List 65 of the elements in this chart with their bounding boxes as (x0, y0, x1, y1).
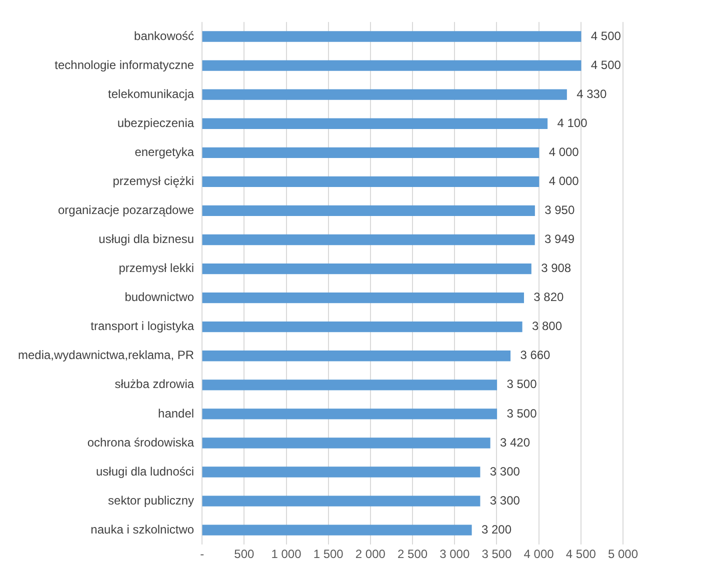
y-tick-label: bankowość (134, 28, 194, 43)
bar (202, 524, 472, 536)
bar (202, 147, 540, 158)
x-tick-label: 2 000 (355, 547, 386, 562)
bar (202, 205, 535, 216)
data-label: 4 000 (548, 144, 580, 159)
data-label: 3 300 (490, 464, 520, 478)
bar (202, 466, 480, 478)
data-label: 3 949 (544, 232, 575, 246)
bar (202, 234, 535, 246)
bar (202, 438, 490, 448)
data-label: 3 950 (544, 203, 575, 218)
x-tick-label: 2 500 (398, 547, 428, 562)
x-tick-label: - (200, 547, 204, 562)
bar (202, 408, 498, 420)
data-label: 3 908 (541, 261, 572, 276)
y-tick-label: służba zdrowia (114, 377, 194, 392)
y-tick-label: organizacje pozarządowe (58, 203, 194, 218)
data-label: 4 500 (590, 28, 622, 43)
y-tick-label: usługi dla biznesu (98, 232, 194, 246)
y-tick-label: telekomunikacja (108, 86, 194, 101)
data-label: 3 200 (481, 522, 512, 536)
y-tick-label: handel (158, 406, 194, 420)
bar (202, 322, 522, 332)
bar (202, 263, 532, 274)
x-tick-label: 500 (234, 547, 254, 562)
data-label: 3 500 (506, 406, 538, 420)
bar (202, 292, 524, 304)
data-label: 3 820 (534, 290, 564, 304)
data-label: 3 800 (532, 319, 562, 334)
data-label: 3 500 (506, 377, 538, 392)
x-tick-label: 4 000 (524, 547, 554, 562)
data-label: 4 100 (557, 116, 588, 130)
x-tick-label: 5 000 (608, 547, 638, 562)
y-tick-label: nauka i szkolnictwo (90, 522, 194, 536)
y-tick-label: usługi dla ludności (96, 464, 194, 478)
bar (202, 31, 582, 42)
data-label: 3 300 (490, 493, 520, 508)
bar (202, 350, 511, 362)
bar (202, 89, 567, 100)
bar (202, 118, 548, 129)
data-label: 4 500 (590, 58, 622, 72)
x-tick-label: 3 500 (482, 547, 512, 562)
y-tick-label: energetyka (134, 144, 194, 159)
y-tick-label: media,wydawnictwa,reklama, PR (18, 348, 194, 362)
x-tick-label: 3 000 (440, 547, 470, 562)
y-tick-label: technologie informatyczne (54, 58, 194, 72)
bar (202, 176, 540, 188)
data-label: 4 330 (576, 86, 607, 101)
y-tick-label: przemysł ciężki (112, 174, 194, 188)
data-label: 4 000 (548, 174, 580, 188)
y-tick-label: budownictwo (124, 290, 194, 304)
y-tick-label: przemysł lekki (118, 261, 194, 276)
y-tick-label: ochrona środowiska (87, 435, 194, 450)
x-tick-label: 1 500 (313, 547, 344, 562)
y-tick-label: sektor publiczny (108, 493, 194, 508)
data-label: 3 660 (520, 348, 551, 362)
x-tick-label: 4 500 (566, 547, 596, 562)
bar (202, 380, 498, 390)
y-tick-label: transport i logistyka (90, 319, 194, 334)
bar (202, 496, 480, 506)
data-label: 3 420 (500, 435, 530, 450)
x-tick-label: 1 000 (271, 547, 302, 562)
bar (202, 60, 582, 71)
y-tick-label: ubezpieczenia (117, 116, 194, 130)
